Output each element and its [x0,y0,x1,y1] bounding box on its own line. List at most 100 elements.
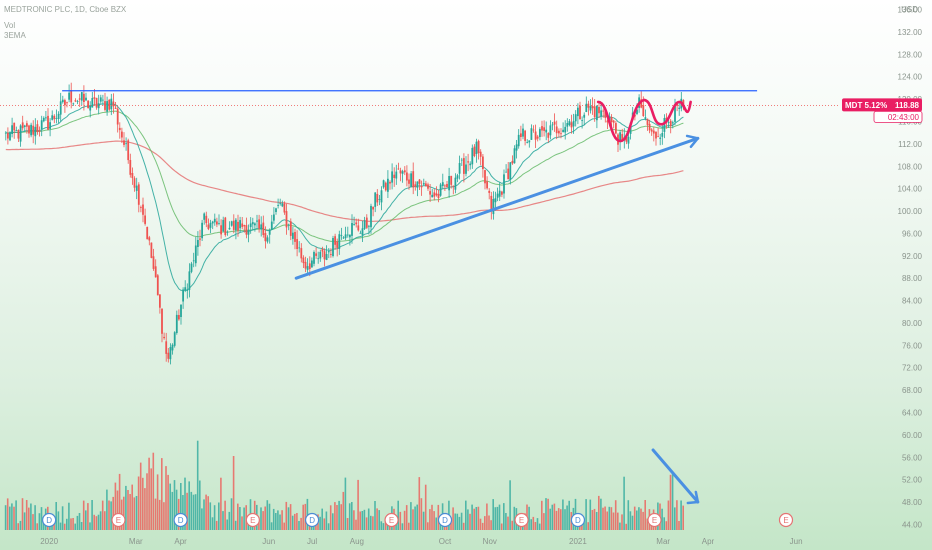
volume-bar [17,523,19,530]
candle-body [479,151,482,157]
candle-body [70,90,73,103]
volume-bar [530,519,532,530]
volume-bar [196,440,199,530]
earnings-marker[interactable] [384,512,399,528]
candle-body [338,234,341,249]
volume-bar [125,485,127,530]
volume-bar [475,507,478,530]
candle-body [13,122,16,131]
candle-body [475,141,478,154]
earnings-marker-label: E [652,516,657,525]
dividend-marker-label: D [46,516,52,525]
dividend-marker[interactable] [42,512,57,528]
last-price-badge[interactable] [842,98,922,112]
dividend-marker[interactable] [173,512,188,528]
candle-body [300,248,303,259]
ema-indicator-label[interactable]: 3EMA [4,31,26,40]
time-axis-tick: Mar [656,537,670,546]
volume-bar [408,522,410,530]
volume-bar [61,506,64,530]
candle-body [503,174,505,194]
candle-body [361,228,364,236]
price-axis-tick: 104.00 [898,185,923,194]
earnings-marker[interactable] [778,512,794,528]
candle-body [572,121,575,127]
candle-body [389,181,391,184]
candle-body [135,185,138,191]
candle-body [97,103,100,109]
dividend-marker[interactable] [570,512,586,528]
volume-bar [283,522,285,530]
volume-bar [167,474,169,530]
candle-body [123,140,125,145]
volume-bar [465,500,467,530]
dividend-marker-label: D [178,516,184,525]
volume-bar [640,508,642,530]
candle-body [171,344,174,351]
earnings-marker[interactable] [514,512,529,528]
candle-body [42,117,45,122]
volume-bar [674,507,676,530]
price-axis-tick: 72.00 [902,364,923,373]
volume-bar [614,500,617,530]
dividend-marker-label: D [309,516,315,525]
candle-body [194,245,197,264]
candle-body [583,114,586,118]
candle-body [99,97,102,102]
volume-bar [636,510,638,530]
volume-bar [152,452,155,530]
volume-bar [294,513,296,530]
candle-body [663,118,666,132]
candle-body [598,107,600,114]
volume-bar [4,505,7,530]
volume-indicator-label[interactable]: Vol [4,21,16,30]
earnings-marker[interactable] [647,512,662,528]
earnings-marker[interactable] [111,512,126,528]
volume-bar [148,457,150,530]
candle-body [378,199,381,200]
dividend-marker[interactable] [437,512,453,528]
candle-body [615,123,617,134]
candle-body [372,206,374,210]
candle-body [444,185,446,187]
candle-body [612,120,615,123]
symbol-title[interactable]: MEDTRONIC PLC, 1D, Cboe BZX [4,5,127,14]
volume-trend-arrow[interactable] [651,448,700,504]
volume-bar [606,511,608,530]
volume-bar [116,490,119,530]
volume-bar [154,498,157,530]
volume-bar [589,499,592,530]
volume-bar [89,522,91,530]
volume-bar [215,520,218,530]
volume-bar [676,500,678,530]
volume-bar [359,511,361,530]
candle-body [477,140,480,154]
candle-body [175,314,178,333]
volume-bar [306,498,309,530]
candle-body [585,103,588,112]
volume-bar [78,513,81,530]
candle-body [357,225,360,231]
candle-body [277,205,279,206]
candle-body [38,130,41,132]
candle-body [256,220,258,222]
candle-body [566,123,569,127]
pattern-curve[interactable] [596,98,692,143]
earnings-marker[interactable] [245,512,260,528]
time-axis-tick: 2021 [569,537,587,546]
dividend-marker[interactable] [304,512,320,528]
volume-bar [300,517,302,530]
volume-bar [57,511,60,530]
candle-body [553,121,556,125]
candle-body [289,221,292,236]
volume-bar [595,512,598,530]
candle-body [148,237,151,241]
volume-bar [631,515,634,530]
volume-bar [490,520,492,530]
volume-bar [21,498,24,530]
candle-body [482,156,484,170]
volume-bar [239,507,241,530]
trendline[interactable] [294,136,700,280]
candle-body [634,114,636,117]
